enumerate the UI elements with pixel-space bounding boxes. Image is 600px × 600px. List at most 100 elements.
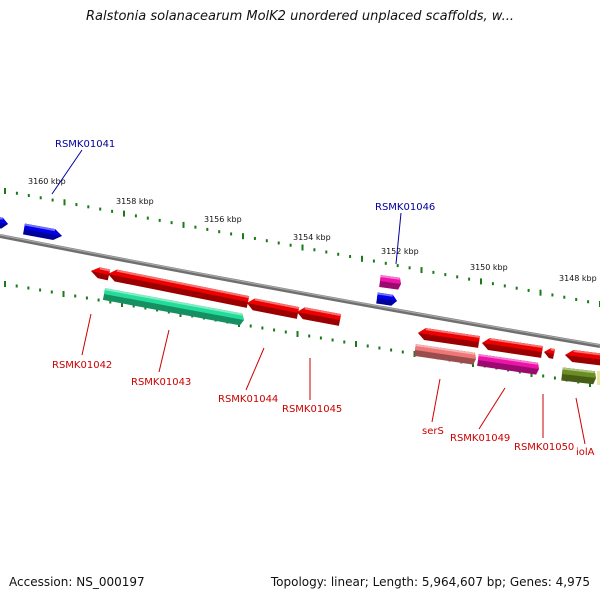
scale-tick-upper — [575, 297, 578, 301]
scale-tick-upper — [491, 282, 494, 286]
gene-RSMK01049 — [477, 354, 539, 375]
scale-tick-lower — [15, 284, 18, 288]
scale-tick-lower — [50, 290, 53, 294]
scale-tick-lower — [39, 288, 42, 292]
gene-label: RSMK01050 — [514, 442, 574, 453]
scale-tick-upper — [444, 273, 447, 277]
gene-RSMK01043 — [102, 288, 244, 326]
gene-RSMK01046 — [379, 275, 401, 290]
scale-tick-lower — [401, 350, 404, 354]
scale-tick-lower — [85, 296, 88, 300]
scale-tick-lower — [144, 306, 147, 310]
scale-tick-upper — [515, 286, 518, 290]
scale-tick-upper — [313, 248, 316, 252]
scale-tick-upper — [206, 227, 209, 231]
scale-tick-lower — [132, 304, 135, 308]
scale-tick-upper — [182, 221, 185, 228]
scale-tick-upper — [27, 194, 30, 198]
gene-leader-line — [158, 329, 170, 373]
scale-tick-upper — [87, 205, 90, 209]
scale-tick-lower — [109, 300, 112, 304]
scale-tick-lower — [4, 281, 6, 287]
scale-tick-upper — [456, 275, 459, 279]
scale-tick-upper — [4, 188, 6, 194]
scale-tick-lower — [97, 298, 100, 302]
gene-red-serS-upper — [418, 328, 480, 348]
scale-tick-upper — [361, 255, 363, 262]
scale-tick-upper — [277, 241, 280, 245]
scale-tick-label: 3158 kbp — [116, 197, 154, 206]
scale-tick-upper — [551, 293, 554, 297]
scale-tick-upper — [218, 230, 221, 234]
gene-RSMK01041 — [23, 223, 62, 240]
scale-tick-lower — [319, 336, 322, 340]
scale-tick-lower — [74, 294, 77, 298]
gene-leader-line — [51, 149, 83, 195]
scale-tick-upper — [170, 221, 173, 225]
scale-tick-lower — [261, 326, 264, 330]
scale-tick-upper — [325, 250, 328, 254]
gene-blue-partial — [0, 217, 8, 229]
scale-tick-lower — [296, 331, 299, 337]
scale-tick-upper — [396, 264, 399, 268]
scale-tick-lower — [355, 341, 357, 347]
scale-tick-lower — [273, 328, 276, 332]
scale-tick-lower — [121, 301, 123, 307]
gene-label: RSMK01046 — [375, 202, 435, 213]
scale-tick-upper — [242, 233, 244, 240]
scale-tick-upper — [468, 277, 471, 281]
scale-tick-upper — [527, 288, 530, 292]
scale-tick-upper — [39, 196, 42, 200]
scale-tick-lower — [62, 291, 65, 297]
gene-leader-line — [575, 397, 586, 445]
gene-red-049-upper — [482, 338, 543, 358]
scale-tick-lower — [331, 338, 334, 342]
gene-label: serS — [422, 426, 444, 437]
scale-tick-label: 3160 kbp — [28, 177, 66, 186]
scale-tick-upper — [408, 266, 411, 270]
scale-tick-upper — [384, 261, 387, 265]
scale-tick-lower — [308, 334, 311, 338]
scale-tick-label: 3150 kbp — [470, 263, 508, 272]
gene-label: RSMK01044 — [218, 394, 278, 405]
backbone-highlight — [0, 234, 600, 346]
scale-tick-upper — [349, 255, 352, 259]
gene-leader-line — [245, 347, 265, 391]
map-title: Ralstonia solanacearum MolK2 unordered u… — [85, 9, 514, 24]
scale-tick-lower — [378, 346, 381, 350]
scale-tick-upper — [301, 244, 304, 251]
scale-tick-label: 3148 kbp — [559, 274, 597, 283]
scale-tick-lower — [27, 286, 30, 290]
gene-RSMK01042 — [91, 267, 111, 281]
scale-tick-upper — [539, 289, 542, 296]
scale-tick-upper — [265, 239, 268, 243]
scale-tick-upper — [230, 232, 233, 236]
scale-tick-label: 3156 kbp — [204, 215, 242, 224]
scale-tick-lower — [542, 374, 545, 378]
scale-tick-upper — [253, 236, 256, 240]
gene-leader-line — [395, 212, 402, 265]
gene-red-long — [108, 269, 250, 308]
scale-tick-upper — [587, 300, 590, 304]
scale-tick-lower — [366, 344, 369, 348]
scale-tick-upper — [123, 210, 125, 217]
gene-blue-small — [376, 292, 397, 306]
gene-label: RSMK01049 — [450, 433, 510, 444]
gene-leader-line — [478, 387, 506, 430]
scale-tick-lower — [156, 308, 159, 312]
scale-tick-label: 3154 kbp — [293, 233, 331, 242]
scale-tick-upper — [194, 225, 197, 229]
scale-tick-lower — [390, 348, 393, 352]
gene-RSMK01044 — [247, 298, 300, 319]
scale-tick-upper — [63, 199, 66, 206]
gene-label: RSMK01041 — [55, 139, 115, 150]
scale-tick-upper — [420, 267, 423, 274]
scale-tick-upper — [134, 214, 137, 218]
scale-tick-upper — [289, 243, 292, 247]
scale-tick-upper — [146, 216, 149, 220]
scale-tick-upper — [480, 278, 482, 285]
scale-tick-lower — [249, 324, 252, 328]
scale-tick-upper — [75, 203, 78, 207]
gene-RSMK01050 — [544, 348, 555, 359]
gene-yellow-partial — [597, 371, 600, 385]
